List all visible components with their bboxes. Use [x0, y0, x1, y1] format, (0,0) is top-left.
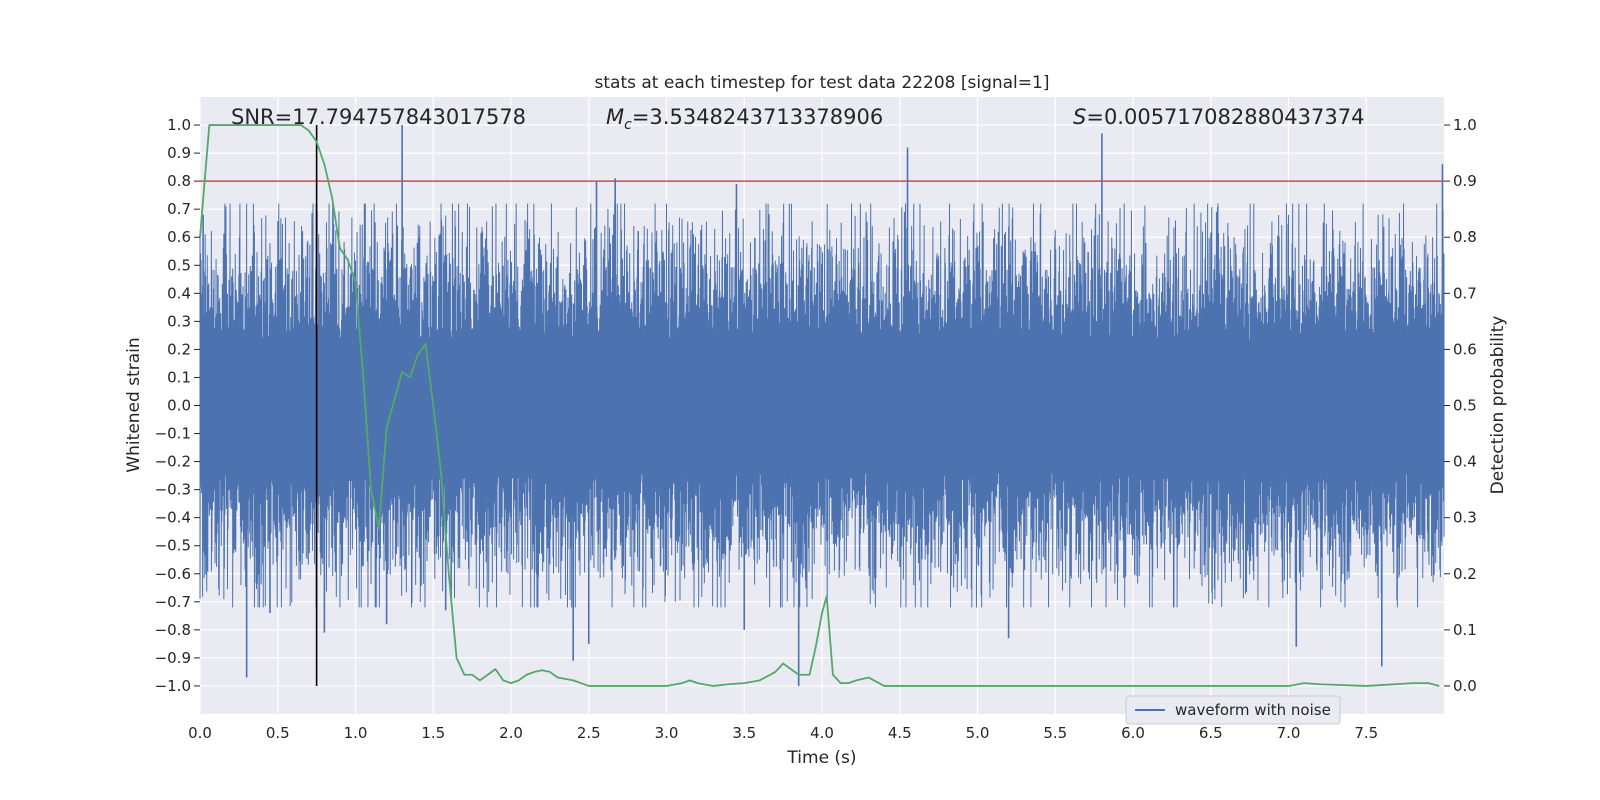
x-axis-label: Time (s)	[786, 748, 856, 768]
y2-tick-label: 0.5	[1453, 397, 1477, 415]
plot-area	[199, 97, 1445, 714]
x-tick-label: 5.5	[1043, 724, 1067, 742]
y-tick-label: −0.1	[155, 425, 191, 443]
right-axis-ticks: 1.0 0.9 0.8 0.7 0.6 0.5 0.4 0.3 0.2 0.1 0.0	[1444, 116, 1477, 695]
x-tick-label: 3.0	[655, 724, 679, 742]
legend-box	[1125, 695, 1341, 725]
y-tick-label: −0.6	[155, 565, 191, 583]
y2-tick-label: 1.0	[1453, 116, 1477, 134]
x-tick-label: 3.5	[732, 724, 756, 742]
y2-tick-label: 0.8	[1453, 228, 1477, 246]
y-tick-label: −0.9	[155, 649, 191, 667]
y-tick-label: −0.3	[155, 481, 191, 499]
x-tick-label: 0.5	[266, 724, 290, 742]
x-tick-label: 7.5	[1354, 724, 1378, 742]
y-tick-label: 0.9	[167, 144, 191, 162]
waveform-noise-trace	[199, 203, 1445, 608]
y2-tick-label: 0.1	[1453, 621, 1477, 639]
chirp-mass-subscript: c	[624, 117, 632, 133]
y-tick-label: 0.3	[167, 312, 191, 330]
left-axis-ticks: 1.0 0.9 0.8 0.7 0.6 0.5 0.4 0.3 0.2 0.1 0.0 −0.1 −0.…	[155, 116, 200, 695]
y-tick-label: −1.0	[155, 677, 191, 695]
y2-tick-label: 0.3	[1453, 509, 1477, 527]
y-tick-label: 0.5	[167, 256, 191, 274]
y-tick-label: 1.0	[167, 116, 191, 134]
x-tick-label: 1.5	[421, 724, 445, 742]
chirp-mass-annotation: Mc=3.5348243713378906	[606, 105, 883, 133]
x-tick-label: 6.0	[1121, 724, 1145, 742]
x-tick-label: 4.5	[888, 724, 912, 742]
x-tick-label: 5.0	[966, 724, 990, 742]
y-tick-label: −0.4	[155, 509, 191, 527]
s-annotation: S=0.005717082880437374	[1073, 105, 1364, 129]
y-tick-label: 0.6	[167, 228, 191, 246]
detection-probability-line	[199, 124, 1440, 687]
y2-tick-label: 0.2	[1453, 565, 1477, 583]
detection-probability-series	[199, 124, 1440, 687]
legend: waveform with noise	[1125, 695, 1341, 725]
y-tick-label: −0.8	[155, 621, 191, 639]
x-tick-label: 2.0	[499, 724, 523, 742]
y-tick-label: −0.2	[155, 453, 191, 471]
y-axis-label: Whitened strain	[124, 337, 144, 472]
legend-entry-waveform: waveform with noise	[1175, 701, 1331, 719]
y2-tick-label: 0.4	[1453, 453, 1477, 471]
y-tick-label: 0.2	[167, 340, 191, 358]
y-tick-label: 0.0	[167, 397, 191, 415]
s-symbol: S	[1073, 105, 1086, 129]
snr-annotation: SNR=17.794757843017578	[231, 105, 526, 129]
x-tick-label: 1.0	[344, 724, 368, 742]
y-tick-label: 0.1	[167, 368, 191, 386]
y2-tick-label: 0.6	[1453, 340, 1477, 358]
x-tick-label: 6.5	[1199, 724, 1223, 742]
y-tick-label: 0.8	[167, 172, 191, 190]
y-tick-label: −0.7	[155, 593, 191, 611]
y2-tick-label: 0.0	[1453, 677, 1477, 695]
y2-tick-label: 0.9	[1453, 172, 1477, 190]
chirp-mass-value: =3.5348243713378906	[632, 105, 883, 129]
chart-title: stats at each timestep for test data 222…	[595, 73, 1050, 93]
s-value: =0.005717082880437374	[1086, 105, 1364, 129]
x-axis-ticks: 0.0 0.5 1.0 1.5 2.0 2.5 3.0 3.5 4.0 4.5 5.0 5.5 6.0 6…	[188, 724, 1378, 742]
y-tick-label: 0.7	[167, 200, 191, 218]
y-tick-label: 0.4	[167, 284, 191, 302]
waveform-with-noise-series	[199, 125, 1445, 686]
x-tick-label: 7.0	[1277, 724, 1301, 742]
x-tick-label: 4.0	[810, 724, 834, 742]
y2-tick-label: 0.7	[1453, 284, 1477, 302]
x-tick-label: 2.5	[577, 724, 601, 742]
x-tick-label: 0.0	[188, 724, 212, 742]
chirp-mass-symbol: M	[606, 105, 624, 129]
y2-axis-label: Detection probability	[1488, 316, 1508, 495]
y-tick-label: −0.5	[155, 537, 191, 555]
